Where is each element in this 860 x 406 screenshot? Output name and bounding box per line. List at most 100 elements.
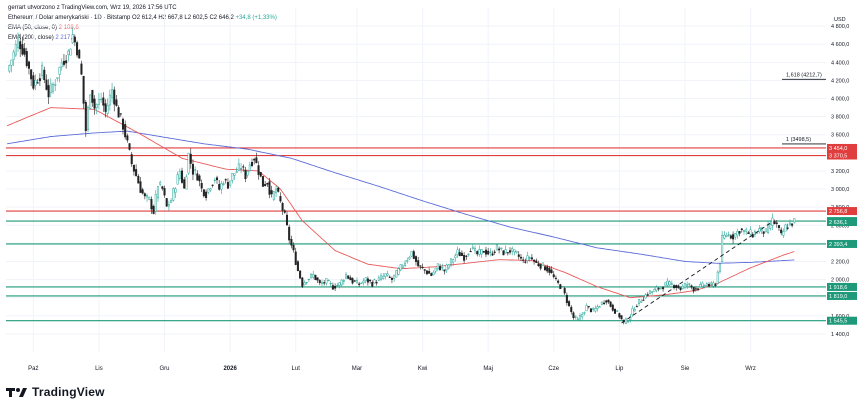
- candle-body: [572, 312, 575, 318]
- candle-body: [320, 282, 323, 284]
- candle-body: [161, 186, 164, 189]
- candle-body: [362, 280, 365, 284]
- candle-body: [793, 218, 796, 223]
- candle-body: [191, 163, 194, 175]
- candle-body: [721, 235, 724, 262]
- chart-title: gerrart utworzono z TradingView.com, Wrz…: [8, 5, 177, 11]
- candle-body: [86, 106, 90, 130]
- candle-body: [156, 186, 159, 199]
- x-tick-label: Lis: [95, 366, 103, 372]
- candle-body: [600, 301, 603, 305]
- candle-body: [80, 63, 83, 75]
- candle-body: [657, 288, 660, 290]
- candle-body: [410, 251, 413, 257]
- candle-body: [71, 34, 74, 44]
- fib-levels: 1,618 (4212,7) 1 (3498,5): [782, 72, 826, 145]
- ema50-legend[interactable]: EMA (50, close, 0) 2 108,6: [8, 23, 277, 33]
- ema200-legend[interactable]: EMA (200, close) 2 217,5: [8, 33, 277, 43]
- candle-body: [563, 288, 566, 294]
- candle-body: [235, 171, 238, 173]
- x-tick-label: Mar: [352, 366, 362, 372]
- candle-body: [124, 124, 127, 138]
- candle-body: [445, 264, 448, 271]
- candle-body: [773, 221, 776, 225]
- candle-body: [543, 266, 547, 271]
- candle-body: [397, 268, 400, 275]
- candle-body: [178, 171, 181, 179]
- candle-body: [355, 280, 358, 284]
- price-tags: 3 454,03 370,52 756,82 646,22 393,41 918…: [827, 143, 857, 325]
- candle-body: [568, 301, 571, 307]
- price-tag: [827, 239, 857, 248]
- candle-body: [406, 260, 409, 262]
- x-tick-label: Wrz: [745, 366, 756, 372]
- x-tick-label: Lut: [292, 366, 301, 372]
- ema200-label: EMA (200, close): [8, 35, 54, 41]
- candle-body: [697, 288, 700, 290]
- candle-body: [139, 181, 142, 193]
- candle-body: [703, 285, 706, 287]
- candle-body: [526, 255, 529, 261]
- candle-body: [121, 118, 125, 130]
- candle-body: [605, 300, 608, 303]
- candle-body: [130, 154, 133, 165]
- candle-body: [627, 321, 630, 323]
- candle-body: [786, 227, 789, 229]
- tradingview-logo-text: TradingView: [32, 385, 105, 399]
- tradingview-brand[interactable]: TradingView: [6, 385, 105, 399]
- price-tag: [827, 151, 857, 160]
- candle-body: [576, 318, 579, 320]
- price-tag-label: 1 545,5: [829, 319, 847, 325]
- candle-body: [710, 282, 713, 285]
- candle-body: [495, 244, 498, 251]
- candle-body: [609, 301, 612, 307]
- candle-body: [347, 275, 350, 279]
- candle-body: [782, 231, 785, 236]
- candle-body: [240, 168, 243, 170]
- candle-body: [10, 59, 13, 66]
- candle-body: [345, 274, 348, 279]
- fib-label: 1,618 (4212,7): [786, 72, 822, 78]
- candle-body: [651, 291, 654, 293]
- chart-header: gerrart utworzono z TradingView.com, Wrz…: [8, 3, 277, 43]
- candle-body: [428, 271, 431, 274]
- y-tick-label: 4 200,0: [831, 78, 849, 84]
- candle-body: [454, 255, 457, 259]
- candle-body: [366, 278, 369, 283]
- candle-body: [172, 188, 175, 201]
- y-tick-label: 4 000,0: [831, 97, 849, 103]
- candle-body: [14, 43, 17, 56]
- candle-body: [408, 257, 411, 260]
- candle-body: [36, 82, 39, 84]
- time-axis: Paź Lis Gru 2026 Lut Mar Kwi Maj Cze Lip Sie Wrz: [28, 366, 756, 372]
- candle-body: [460, 252, 463, 256]
- candle-body: [449, 258, 453, 265]
- candle-body: [583, 312, 586, 314]
- candle-body: [58, 66, 61, 75]
- candle-body: [401, 265, 404, 268]
- candle-body: [517, 254, 520, 257]
- candle-body: [259, 172, 262, 177]
- price-tag: [827, 282, 857, 291]
- candle-body: [233, 173, 236, 176]
- candle-body: [692, 287, 695, 292]
- candle-body: [292, 244, 295, 251]
- candle-body: [500, 247, 503, 250]
- candle-body: [325, 278, 328, 284]
- candle-body: [41, 64, 44, 76]
- candle-body: [432, 271, 435, 276]
- candle-body: [69, 48, 72, 56]
- candle-body: [187, 153, 190, 174]
- candle-body: [314, 274, 317, 280]
- candle-body: [207, 188, 210, 193]
- candle-body: [382, 275, 385, 279]
- candle-body: [189, 153, 192, 164]
- candle-body: [688, 283, 691, 285]
- y-tick-label: 2 000,0: [831, 278, 849, 284]
- candle-body: [607, 299, 610, 303]
- candle-body: [727, 234, 730, 236]
- candle-body: [43, 69, 46, 80]
- candle-body: [257, 165, 260, 175]
- grid-lines: [6, 8, 826, 352]
